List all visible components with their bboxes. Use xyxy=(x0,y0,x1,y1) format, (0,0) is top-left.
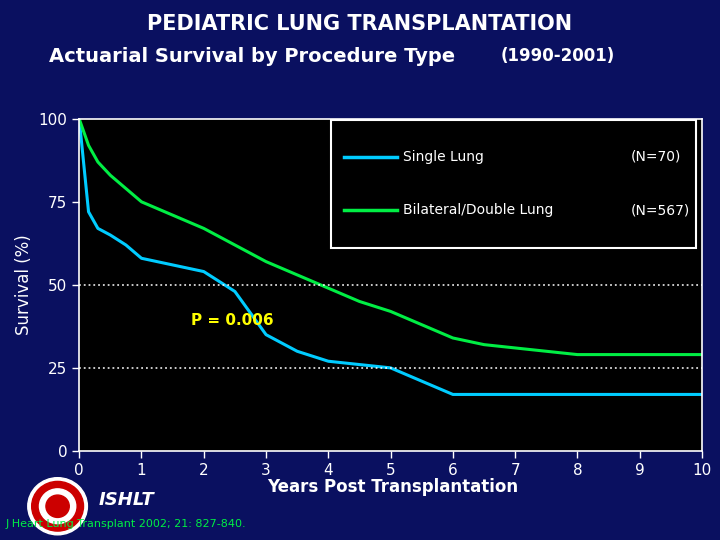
Text: (N=70): (N=70) xyxy=(631,150,680,164)
Text: (N=567): (N=567) xyxy=(631,203,690,217)
Text: Actuarial Survival by Procedure Type: Actuarial Survival by Procedure Type xyxy=(49,47,455,66)
FancyBboxPatch shape xyxy=(331,120,696,248)
Circle shape xyxy=(40,489,76,524)
Circle shape xyxy=(32,482,84,531)
Circle shape xyxy=(28,478,87,535)
Circle shape xyxy=(46,495,69,517)
Text: (1990-2001): (1990-2001) xyxy=(501,47,615,65)
Text: Single Lung: Single Lung xyxy=(403,150,484,164)
Text: J Heart Lung Transplant 2002; 21: 827-840.: J Heart Lung Transplant 2002; 21: 827-84… xyxy=(6,519,246,530)
Text: Bilateral/Double Lung: Bilateral/Double Lung xyxy=(403,203,554,217)
Text: PEDIATRIC LUNG TRANSPLANTATION: PEDIATRIC LUNG TRANSPLANTATION xyxy=(148,14,572,33)
Text: ISHLT: ISHLT xyxy=(98,491,154,509)
Y-axis label: Survival (%): Survival (%) xyxy=(15,234,33,335)
Text: Years Post Transplantation: Years Post Transplantation xyxy=(267,478,518,496)
Text: P = 0.006: P = 0.006 xyxy=(192,313,274,328)
